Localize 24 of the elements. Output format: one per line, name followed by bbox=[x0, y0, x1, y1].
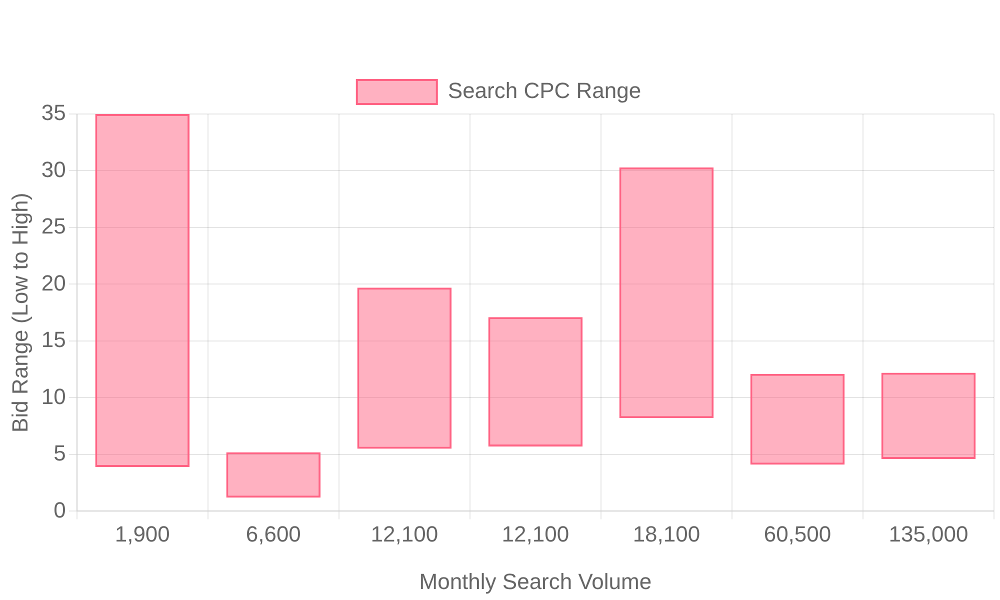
x-tick-label: 6,600 bbox=[246, 521, 301, 546]
bar bbox=[881, 372, 976, 459]
y-tick-label: 30 bbox=[41, 156, 66, 182]
y-tick-label: 25 bbox=[41, 214, 66, 239]
bar bbox=[357, 288, 452, 449]
x-tick-label: 1,900 bbox=[114, 521, 170, 546]
x-tick-label: 60,500 bbox=[764, 521, 832, 546]
y-tick-label: 10 bbox=[41, 384, 66, 409]
bar bbox=[488, 317, 583, 447]
y-axis-title: Bid Range (Low to High) bbox=[7, 192, 32, 432]
x-tick-label: 135,000 bbox=[888, 521, 968, 546]
x-tick-label: 12,100 bbox=[370, 521, 438, 546]
x-tick-label: 18,100 bbox=[632, 521, 700, 546]
y-tick-label: 5 bbox=[54, 440, 66, 466]
y-tick-label: 0 bbox=[54, 497, 66, 522]
bar bbox=[226, 452, 321, 498]
legend-label: Search CPC Range bbox=[448, 78, 642, 104]
x-axis-title: Monthly Search Volume bbox=[419, 568, 652, 594]
bar bbox=[619, 167, 714, 418]
y-tick-label: 20 bbox=[41, 270, 66, 296]
x-tick-label: 12,100 bbox=[502, 521, 570, 546]
y-tick-label: 35 bbox=[41, 100, 66, 126]
y-tick-label: 15 bbox=[41, 327, 66, 352]
bar bbox=[750, 374, 845, 465]
